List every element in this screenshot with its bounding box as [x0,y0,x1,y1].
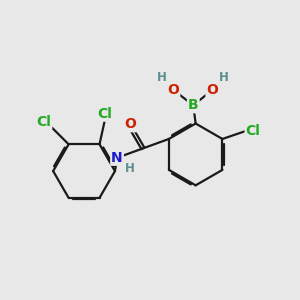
Text: O: O [167,83,179,97]
Text: H: H [157,71,167,84]
Text: H: H [219,71,229,84]
Text: O: O [206,83,218,97]
Text: Cl: Cl [98,107,112,121]
Text: O: O [124,117,136,131]
Text: B: B [188,98,199,112]
Text: Cl: Cl [246,124,260,138]
Text: N: N [111,151,123,165]
Text: Cl: Cl [36,115,51,129]
Text: H: H [124,163,134,176]
